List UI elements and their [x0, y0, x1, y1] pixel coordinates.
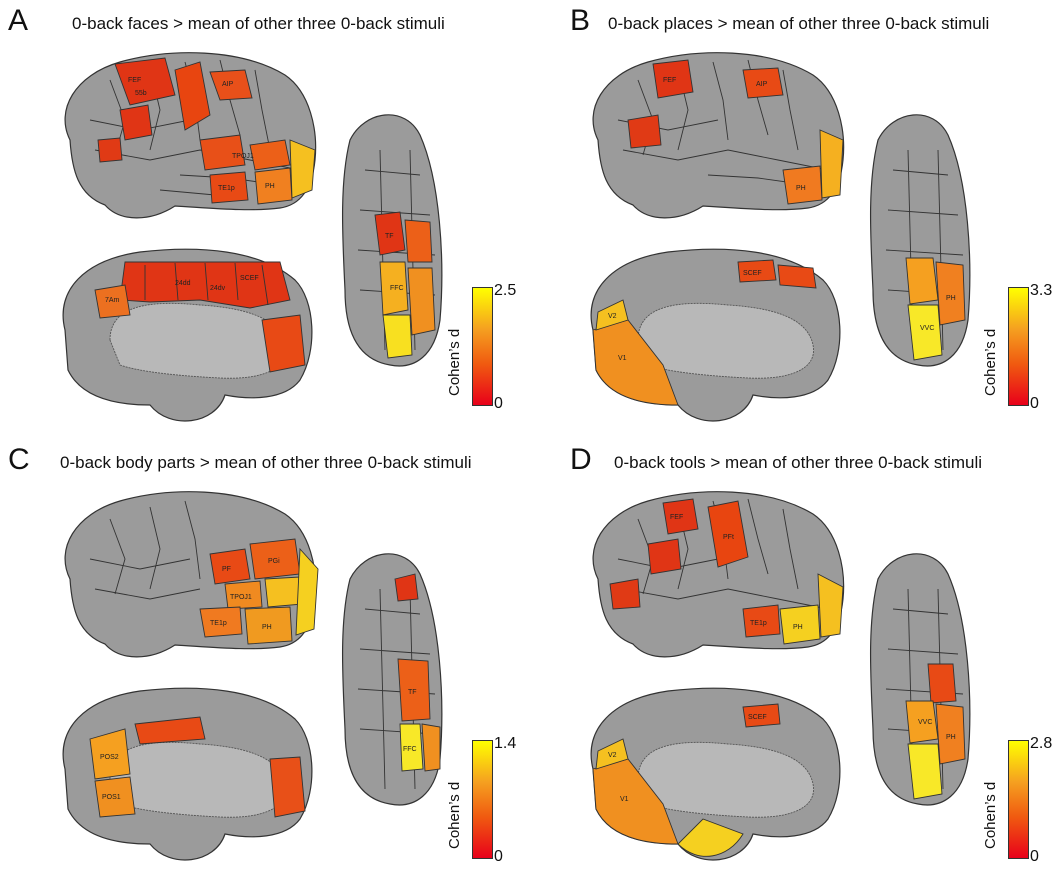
brain-maps: PF PGi TPOJ1 TE1p PH POS2 POS1 TF FFC: [62, 491, 443, 861]
colorbar-min: 0: [494, 395, 503, 412]
svg-text:FFC: FFC: [390, 285, 404, 292]
colorbar-max: 2.5: [494, 282, 517, 299]
svg-text:FEF: FEF: [128, 77, 141, 84]
svg-text:V2: V2: [608, 313, 617, 320]
panel-letter: D: [570, 443, 592, 476]
svg-text:24dd: 24dd: [175, 280, 191, 287]
colorbar-min: 0: [494, 848, 503, 865]
svg-text:FEF: FEF: [663, 77, 676, 84]
panel-letter: C: [8, 443, 30, 476]
panel-b: B 0-back places > mean of other three 0-…: [528, 0, 1056, 439]
svg-text:PGi: PGi: [268, 558, 280, 565]
colorbar-label: Cohen’s d: [982, 781, 999, 849]
colorbar-max: 2.8: [1030, 735, 1053, 752]
svg-text:TPOJ1: TPOJ1: [232, 153, 254, 160]
svg-text:TPOJ1: TPOJ1: [230, 594, 252, 601]
colorbar: [1008, 287, 1029, 406]
svg-text:AIP: AIP: [756, 81, 768, 88]
svg-text:7Am: 7Am: [105, 297, 120, 304]
panel-title: 0-back tools > mean of other three 0-bac…: [614, 453, 983, 472]
svg-text:POS1: POS1: [102, 794, 121, 801]
svg-text:AIP: AIP: [222, 81, 234, 88]
colorbar-min: 0: [1030, 395, 1039, 412]
svg-text:FEF: FEF: [670, 514, 683, 521]
svg-text:V2: V2: [608, 752, 617, 759]
svg-text:24dv: 24dv: [210, 285, 226, 292]
svg-text:TF: TF: [408, 689, 417, 696]
brain-maps: FEF AIP PH V1 V2 SCEF VVC PH: [590, 52, 971, 422]
colorbar-max: 3.3: [1030, 282, 1053, 299]
svg-text:TE1p: TE1p: [750, 620, 767, 627]
svg-text:SCEF: SCEF: [748, 714, 767, 721]
colorbar: [472, 740, 493, 859]
svg-text:PH: PH: [262, 624, 272, 631]
svg-text:SCEF: SCEF: [743, 270, 762, 277]
panel-letter: A: [8, 4, 29, 37]
colorbar: [472, 287, 493, 406]
svg-text:PH: PH: [793, 624, 803, 631]
colorbar: [1008, 740, 1029, 859]
panel-d: D 0-back tools > mean of other three 0-b…: [528, 439, 1056, 878]
svg-text:VVC: VVC: [918, 719, 932, 726]
svg-text:SCEF: SCEF: [240, 275, 259, 282]
svg-text:PFt: PFt: [723, 534, 734, 541]
colorbar-label: Cohen’s d: [446, 328, 463, 396]
svg-text:55b: 55b: [135, 90, 147, 97]
panel-a: A 0-back faces > mean of other three 0-b…: [0, 0, 528, 439]
svg-text:PF: PF: [222, 566, 231, 573]
colorbar-min: 0: [1030, 848, 1039, 865]
svg-text:TF: TF: [385, 233, 394, 240]
svg-text:PH: PH: [796, 185, 806, 192]
svg-text:FFC: FFC: [403, 746, 417, 753]
panel-title: 0-back places > mean of other three 0-ba…: [608, 14, 990, 33]
panel-title: 0-back body parts > mean of other three …: [60, 453, 472, 472]
svg-text:PH: PH: [265, 183, 275, 190]
svg-text:POS2: POS2: [100, 754, 119, 761]
panel-letter: B: [570, 4, 591, 37]
svg-text:V1: V1: [620, 796, 629, 803]
colorbar-max: 1.4: [494, 735, 517, 752]
svg-text:V1: V1: [618, 355, 627, 362]
svg-text:TE1p: TE1p: [210, 620, 227, 627]
panel-c: C 0-back body parts > mean of other thre…: [0, 439, 528, 878]
svg-text:VVC: VVC: [920, 325, 934, 332]
brain-maps: FEF PFt TE1p PH V1 V2 SCEF VVC PH: [590, 491, 971, 861]
svg-text:PH: PH: [946, 295, 956, 302]
panel-title: 0-back faces > mean of other three 0-bac…: [72, 14, 445, 33]
svg-text:TE1p: TE1p: [218, 185, 235, 192]
svg-text:PH: PH: [946, 734, 956, 741]
colorbar-label: Cohen’s d: [446, 781, 463, 849]
colorbar-label: Cohen’s d: [982, 328, 999, 396]
